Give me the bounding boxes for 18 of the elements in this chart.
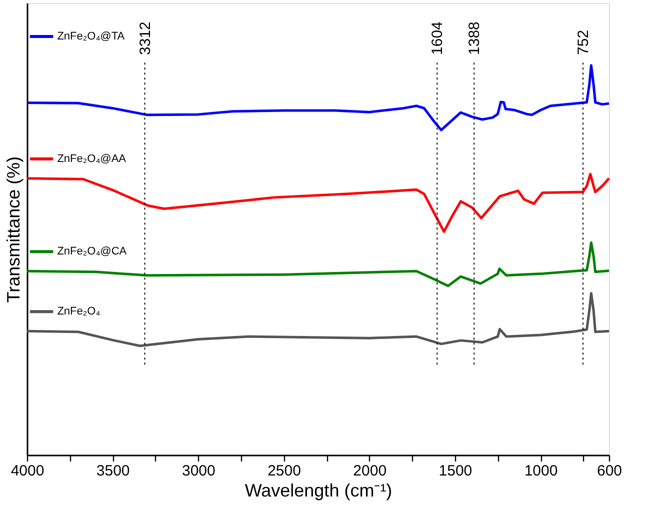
legend-label: ZnFe₂O₄@CA	[57, 246, 128, 258]
x-tick-label: 4000	[10, 462, 44, 480]
ref-line-label: 3312	[136, 22, 154, 55]
x-tick-label: 3000	[182, 462, 216, 480]
x-tick-label: 600	[596, 462, 622, 480]
y-axis-title: Transmittance (%)	[4, 156, 24, 303]
ref-line-label: 752	[574, 30, 592, 55]
x-tick-label: 3500	[96, 462, 130, 480]
legend-label: ZnFe₂O₄@AA	[57, 152, 127, 165]
x-tick-label: 1000	[524, 462, 558, 480]
x-tick-label: 2500	[268, 462, 301, 480]
x-tick-label: 1500	[438, 462, 472, 480]
ref-line-label: 1604	[429, 22, 446, 55]
x-axis-title: Wavelength (cm⁻¹)	[244, 480, 392, 500]
legend-label: ZnFe₂O₄@TA	[57, 30, 126, 43]
ref-line-label: 1388	[466, 22, 484, 55]
x-tick-label: 2000	[353, 462, 387, 480]
legend-label: ZnFe₂O₄	[57, 306, 101, 318]
